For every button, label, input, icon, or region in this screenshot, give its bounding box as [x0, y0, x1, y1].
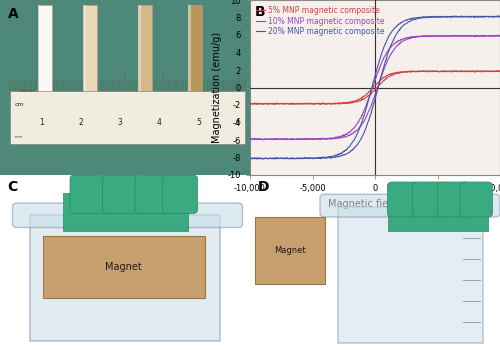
10% MNP magnetic composite	[396, 41, 402, 46]
FancyBboxPatch shape	[30, 215, 220, 341]
Bar	[138, 5, 152, 91]
Text: 4: 4	[156, 118, 162, 127]
5% MNP magnetic composite	[396, 70, 402, 75]
Text: C: C	[8, 180, 18, 194]
5% MNP magnetic composite	[492, 69, 498, 73]
Legend: 5% MNP magnetic composite, 10% MNP magnetic composite, 20% MNP magnetic composit: 5% MNP magnetic composite, 10% MNP magne…	[254, 4, 387, 38]
10% MNP magnetic composite	[368, 105, 374, 109]
Line: 5% MNP magnetic composite: 5% MNP magnetic composite	[250, 70, 500, 105]
Bar	[38, 5, 52, 91]
FancyBboxPatch shape	[70, 175, 105, 214]
Text: 6: 6	[235, 118, 240, 127]
FancyBboxPatch shape	[12, 203, 242, 228]
FancyBboxPatch shape	[338, 206, 482, 343]
Y-axis label: Magnetization (emu/g): Magnetization (emu/g)	[212, 32, 222, 143]
Line: 10% MNP magnetic composite: 10% MNP magnetic composite	[250, 35, 500, 140]
FancyBboxPatch shape	[460, 182, 492, 217]
5% MNP magnetic composite	[247, 102, 253, 106]
20% MNP magnetic composite	[497, 15, 500, 19]
5% MNP magnetic composite	[368, 92, 374, 96]
20% MNP magnetic composite	[366, 117, 372, 121]
FancyBboxPatch shape	[320, 194, 500, 217]
20% MNP magnetic composite	[271, 157, 277, 161]
10% MNP magnetic composite	[366, 108, 372, 112]
Text: 3: 3	[118, 118, 122, 127]
Line: 20% MNP magnetic composite: 20% MNP magnetic composite	[250, 16, 500, 159]
Text: B: B	[255, 5, 266, 19]
5% MNP magnetic composite	[366, 93, 372, 97]
Text: 5: 5	[196, 118, 201, 127]
FancyBboxPatch shape	[438, 182, 470, 217]
10% MNP magnetic composite	[496, 33, 500, 37]
FancyBboxPatch shape	[388, 182, 420, 217]
Bar	[188, 5, 202, 91]
10% MNP magnetic composite	[492, 34, 498, 38]
10% MNP magnetic composite	[271, 138, 277, 142]
Bar	[388, 193, 488, 231]
Text: Magnet: Magnet	[106, 262, 142, 272]
Bar	[10, 91, 245, 144]
FancyBboxPatch shape	[412, 182, 445, 217]
20% MNP magnetic composite	[492, 14, 498, 19]
Bar	[83, 5, 97, 91]
20% MNP magnetic composite	[247, 156, 253, 160]
5% MNP magnetic composite	[383, 77, 389, 81]
5% MNP magnetic composite	[271, 103, 277, 107]
Bar	[138, 5, 141, 91]
Text: 2: 2	[78, 118, 83, 127]
Bar	[83, 5, 86, 91]
10% MNP magnetic composite	[452, 33, 458, 37]
20% MNP magnetic composite	[452, 14, 458, 18]
5% MNP magnetic composite	[496, 68, 500, 72]
Text: 1: 1	[40, 118, 44, 127]
Text: 0.5mm: 0.5mm	[20, 89, 35, 93]
10% MNP magnetic composite	[247, 137, 253, 141]
Text: D: D	[258, 180, 269, 194]
5% MNP magnetic composite	[497, 69, 500, 73]
Bar	[188, 5, 191, 91]
20% MNP magnetic composite	[396, 28, 402, 32]
FancyBboxPatch shape	[135, 175, 170, 214]
20% MNP magnetic composite	[383, 58, 389, 62]
Bar	[38, 5, 41, 91]
20% MNP magnetic composite	[368, 112, 374, 117]
Text: mm: mm	[15, 134, 23, 139]
Text: A: A	[8, 7, 18, 21]
FancyBboxPatch shape	[162, 175, 198, 214]
Bar	[255, 217, 325, 284]
Text: cm: cm	[15, 103, 24, 107]
Bar	[42, 236, 205, 298]
20% MNP magnetic composite	[496, 14, 500, 18]
Bar	[62, 193, 188, 231]
Text: Magnet: Magnet	[274, 246, 306, 255]
5% MNP magnetic composite	[452, 69, 458, 73]
10% MNP magnetic composite	[383, 63, 389, 67]
FancyBboxPatch shape	[102, 175, 138, 214]
X-axis label: Magnetic field (Oe): Magnetic field (Oe)	[328, 198, 422, 209]
10% MNP magnetic composite	[497, 34, 500, 38]
